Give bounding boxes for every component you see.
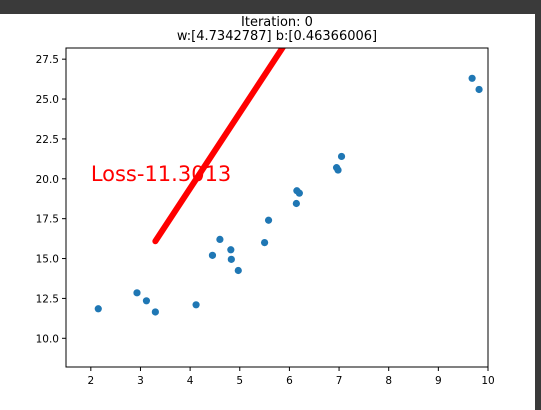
y-tick-label: 15.0	[36, 254, 59, 266]
loss-annotation: Loss-11.3013	[91, 162, 231, 186]
data-point	[295, 189, 303, 197]
data-point	[337, 152, 346, 161]
x-tick-label: 2	[87, 375, 94, 387]
y-tick-label: 27.5	[36, 54, 59, 66]
y-tick-label: 25.0	[36, 94, 59, 106]
data-point	[334, 166, 342, 174]
data-point	[227, 255, 235, 263]
data-point	[227, 246, 235, 254]
data-point	[468, 74, 476, 82]
data-point	[192, 301, 200, 309]
x-tick-label: 9	[435, 375, 442, 387]
window-top-bar	[0, 0, 541, 14]
x-tick-label: 8	[385, 375, 392, 387]
plot-frame	[65, 47, 489, 368]
window-right-strip	[535, 0, 541, 410]
data-point	[133, 289, 141, 297]
x-tick-label: 3	[137, 375, 144, 387]
data-point	[264, 216, 273, 224]
x-tick-label: 6	[286, 375, 293, 387]
data-point	[216, 235, 224, 243]
chart-title-line-1: Iteration: 0	[241, 15, 313, 30]
data-point	[234, 266, 242, 275]
y-tick-label: 12.5	[36, 293, 59, 305]
chart-title: Iteration: 0 w:[4.7342787] b:[0.46366006…	[66, 16, 488, 44]
x-tick-label: 7	[336, 375, 343, 387]
y-tick-label: 10.0	[36, 333, 59, 345]
fit-line	[152, 48, 286, 245]
y-tick-label: 20.0	[36, 174, 59, 186]
y-tick-label: 22.5	[36, 134, 59, 146]
x-tick-label: 4	[187, 375, 194, 387]
data-point	[260, 238, 269, 247]
data-point	[208, 251, 217, 259]
x-tick-label: 10	[481, 375, 494, 387]
data-point	[151, 308, 159, 316]
x-tick-label: 5	[236, 375, 243, 387]
data-point	[94, 305, 102, 313]
data-point	[142, 297, 151, 305]
y-tick-label: 17.5	[36, 214, 59, 226]
data-point	[475, 85, 483, 94]
data-point	[292, 199, 300, 208]
chart-title-line-2: w:[4.7342787] b:[0.46366006]	[176, 29, 378, 44]
